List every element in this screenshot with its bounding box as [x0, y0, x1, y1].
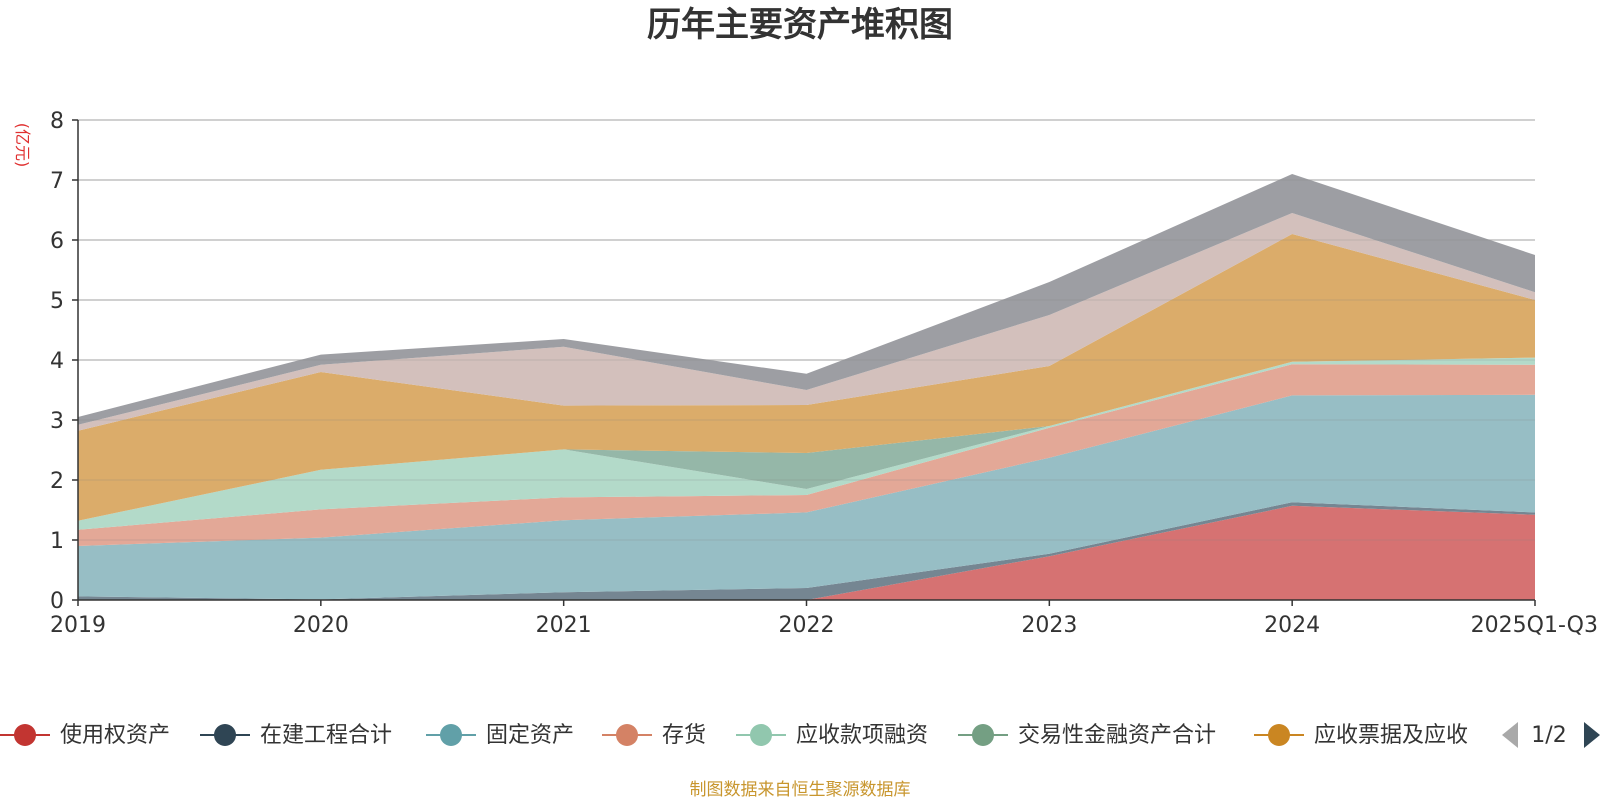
- x-tick-label: 2020: [293, 613, 349, 638]
- area-series-2[interactable]: [78, 394, 1535, 600]
- area-series-6[interactable]: [78, 234, 1535, 521]
- legend-label: 使用权资产: [60, 723, 170, 748]
- legend-circle-marker: [214, 724, 236, 746]
- area-series-5[interactable]: [78, 357, 1535, 521]
- legend-pager: 1/2: [1502, 722, 1600, 748]
- legend-circle-marker: [750, 724, 772, 746]
- legend-prev-page-icon[interactable]: [1502, 722, 1518, 748]
- y-tick-label: 4: [50, 349, 64, 374]
- legend-circle-marker: [1268, 724, 1290, 746]
- y-tick-labels: 0 1 2 3 4 5 6 7 8: [50, 109, 64, 614]
- legend-page-indicator: 1/2: [1531, 723, 1566, 748]
- legend-label: 在建工程合计: [260, 723, 392, 748]
- x-tick-label: 2025Q1-Q3: [1471, 613, 1598, 638]
- legend-circle-marker: [972, 724, 994, 746]
- y-tick-label: 0: [50, 589, 64, 614]
- y-tick-label: 8: [50, 109, 64, 134]
- legend-label: 固定资产: [486, 723, 574, 748]
- axes: [72, 119, 1536, 606]
- stacked-areas: [78, 119, 1535, 600]
- area-series-0[interactable]: [78, 505, 1535, 600]
- y-tick-label: 6: [50, 229, 64, 254]
- x-tick-label: 2022: [779, 613, 835, 638]
- y-tick-label: 7: [50, 169, 64, 194]
- legend-circle-marker: [616, 724, 638, 746]
- x-tick-label: 2021: [536, 613, 592, 638]
- x-tick-labels: 2019 2020 2021 2022 2023 2024 2025Q1-Q3: [50, 613, 1598, 638]
- x-tick-label: 2019: [50, 613, 106, 638]
- chart-title: 历年主要资产堆积图: [647, 5, 953, 45]
- x-tick-label: 2024: [1264, 613, 1320, 638]
- legend-item-4[interactable]: 应收款项融资: [736, 723, 928, 748]
- area-series-3[interactable]: [78, 364, 1535, 546]
- legend-next-page-icon[interactable]: [1584, 722, 1600, 748]
- legend-circle-marker: [14, 724, 36, 746]
- legend-label: 应收款项融资: [796, 723, 928, 748]
- area-series-7[interactable]: [78, 213, 1535, 431]
- legend-circle-marker: [440, 724, 462, 746]
- y-axis-unit: (亿元): [13, 123, 32, 168]
- y-tick-label: 1: [50, 529, 64, 554]
- legend-label: 应收票据及应收: [1314, 723, 1468, 748]
- legend-item-6[interactable]: 应收票据及应收: [1254, 723, 1468, 748]
- y-tick-label: 5: [50, 289, 64, 314]
- legend-item-2[interactable]: 固定资产: [426, 723, 574, 748]
- legend-label: 存货: [662, 723, 706, 748]
- legend-item-5[interactable]: 交易性金融资产合计: [958, 723, 1216, 748]
- y-tick-label: 3: [50, 409, 64, 434]
- legend-label: 交易性金融资产合计: [1018, 723, 1216, 748]
- area-series-8[interactable]: [78, 174, 1535, 425]
- y-tick-label: 2: [50, 469, 64, 494]
- legend: 使用权资产 在建工程合计 固定资产 存货 应收款项融资 交易性金融资产合计 应收票据及应收: [0, 723, 1468, 748]
- legend-item-1[interactable]: 在建工程合计: [200, 723, 392, 748]
- area-series-4[interactable]: [78, 357, 1535, 530]
- source-note: 制图数据来自恒生聚源数据库: [690, 780, 911, 800]
- legend-item-0[interactable]: 使用权资产: [0, 723, 170, 748]
- legend-item-3[interactable]: 存货: [602, 723, 706, 748]
- x-tick-label: 2023: [1021, 613, 1077, 638]
